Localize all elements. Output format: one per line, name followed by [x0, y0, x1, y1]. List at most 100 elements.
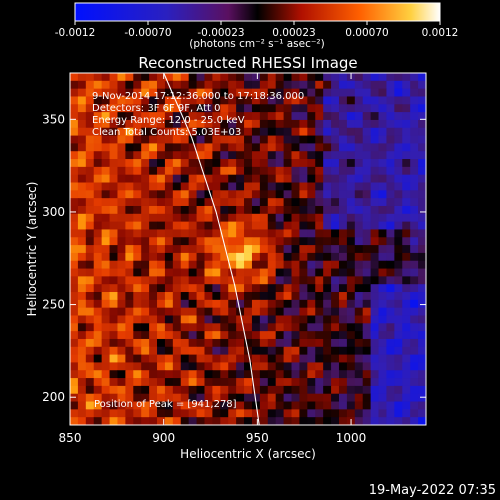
heatmap-cell [291, 268, 300, 277]
heatmap-cell [172, 143, 182, 152]
heatmap-cell [85, 237, 95, 246]
heatmap-cell [307, 245, 316, 254]
heatmap-cell [77, 143, 87, 152]
heatmap-cell [251, 268, 261, 277]
annotation-line: Clean Total Counts: 5.03E+03 [92, 127, 241, 138]
colorbar-unit-label: (photons cm⁻² s⁻¹ asec⁻²) [189, 38, 324, 50]
heatmap-cell [133, 268, 142, 277]
heatmap-cell [259, 260, 269, 269]
heatmap-cell [196, 229, 205, 238]
heatmap-cell [220, 370, 229, 379]
heatmap-cell [378, 284, 387, 293]
heatmap-cell [251, 331, 261, 340]
heatmap-cell [164, 245, 174, 254]
heatmap-cell [331, 370, 340, 379]
heatmap-cell [85, 409, 95, 418]
heatmap-cell [220, 338, 229, 348]
heatmap-cell [331, 198, 340, 207]
heatmap-cell [402, 284, 411, 293]
heatmap-cell [378, 213, 387, 223]
heatmap-cell [307, 143, 316, 152]
heatmap-cell [362, 315, 372, 324]
heatmap-cell [267, 143, 277, 152]
heatmap-cell [149, 182, 158, 191]
heatmap-cell [259, 252, 269, 262]
heatmap-cell [275, 307, 284, 316]
heatmap-cell [418, 338, 426, 348]
heatmap-cell [117, 331, 126, 340]
heatmap-cell [354, 151, 364, 160]
heatmap-cell [323, 393, 332, 402]
heatmap-cell [402, 166, 411, 176]
heatmap-cell [77, 346, 87, 355]
heatmap-cell [117, 417, 126, 425]
heatmap-cell [172, 268, 182, 277]
colorbar-tick-label: 0.00070 [345, 27, 388, 39]
heatmap-cell [77, 73, 87, 82]
heatmap-cell [283, 260, 292, 269]
heatmap-cell [220, 268, 229, 277]
heatmap-cell [157, 104, 166, 113]
heatmap-cell [149, 268, 158, 277]
heatmap-cell [251, 182, 261, 191]
heatmap-cell [101, 362, 110, 371]
heatmap-cell [180, 198, 190, 207]
heatmap-cell [228, 159, 237, 168]
heatmap-cell [370, 166, 379, 176]
heatmap-cell [259, 159, 269, 168]
heatmap-cell [212, 323, 221, 332]
heatmap-cell [109, 338, 118, 348]
heatmap-cell [394, 73, 403, 82]
heatmap-cell [291, 135, 300, 144]
heatmap-cell [402, 260, 411, 269]
heatmap-cell [101, 237, 110, 246]
heatmap-cell [157, 307, 166, 316]
heatmap-cell [196, 245, 205, 254]
heatmap-cell [85, 362, 95, 371]
heatmap-cell [267, 151, 277, 160]
heatmap-cell [180, 252, 190, 262]
heatmap-cell [259, 346, 269, 355]
heatmap-cell [70, 284, 79, 293]
heatmap-cell [77, 182, 87, 191]
heatmap-cell [394, 166, 403, 176]
heatmap-cell [251, 104, 261, 113]
heatmap-cell [188, 73, 197, 82]
heatmap-cell [77, 245, 87, 254]
heatmap-cell [85, 127, 95, 136]
heatmap-cell [244, 198, 253, 207]
heatmap-cell [378, 166, 387, 176]
heatmap-cell [299, 276, 308, 285]
heatmap-cell [386, 112, 395, 121]
heatmap-cell [236, 245, 245, 254]
heatmap-cell [283, 73, 292, 82]
heatmap-cell [354, 229, 364, 238]
heatmap-cell [394, 284, 403, 293]
heatmap-cell [70, 338, 79, 348]
heatmap-cell [133, 229, 142, 238]
heatmap-cell [109, 127, 118, 136]
heatmap-cell [172, 73, 182, 82]
heatmap-cell [315, 323, 324, 332]
heatmap-cell [275, 323, 284, 332]
heatmap-cell [307, 221, 316, 230]
heatmap-cell [362, 221, 372, 230]
heatmap-cell [362, 96, 372, 105]
heatmap-cell [267, 315, 277, 324]
heatmap-cell [117, 260, 126, 269]
heatmap-cell [228, 370, 237, 379]
heatmap-cell [362, 323, 372, 332]
heatmap-cell [354, 245, 364, 254]
heatmap-cell [228, 331, 237, 340]
heatmap-cell [291, 362, 300, 371]
heatmap-cell [315, 292, 324, 301]
heatmap-cell [338, 401, 348, 410]
heatmap-cell [141, 331, 150, 340]
heatmap-cell [101, 268, 110, 277]
heatmap-cell [346, 260, 356, 269]
heatmap-cell [236, 237, 245, 246]
heatmap-cell [402, 354, 411, 363]
heatmap-cell [299, 73, 308, 82]
heatmap-cell [323, 323, 332, 332]
heatmap-cell [204, 338, 213, 348]
